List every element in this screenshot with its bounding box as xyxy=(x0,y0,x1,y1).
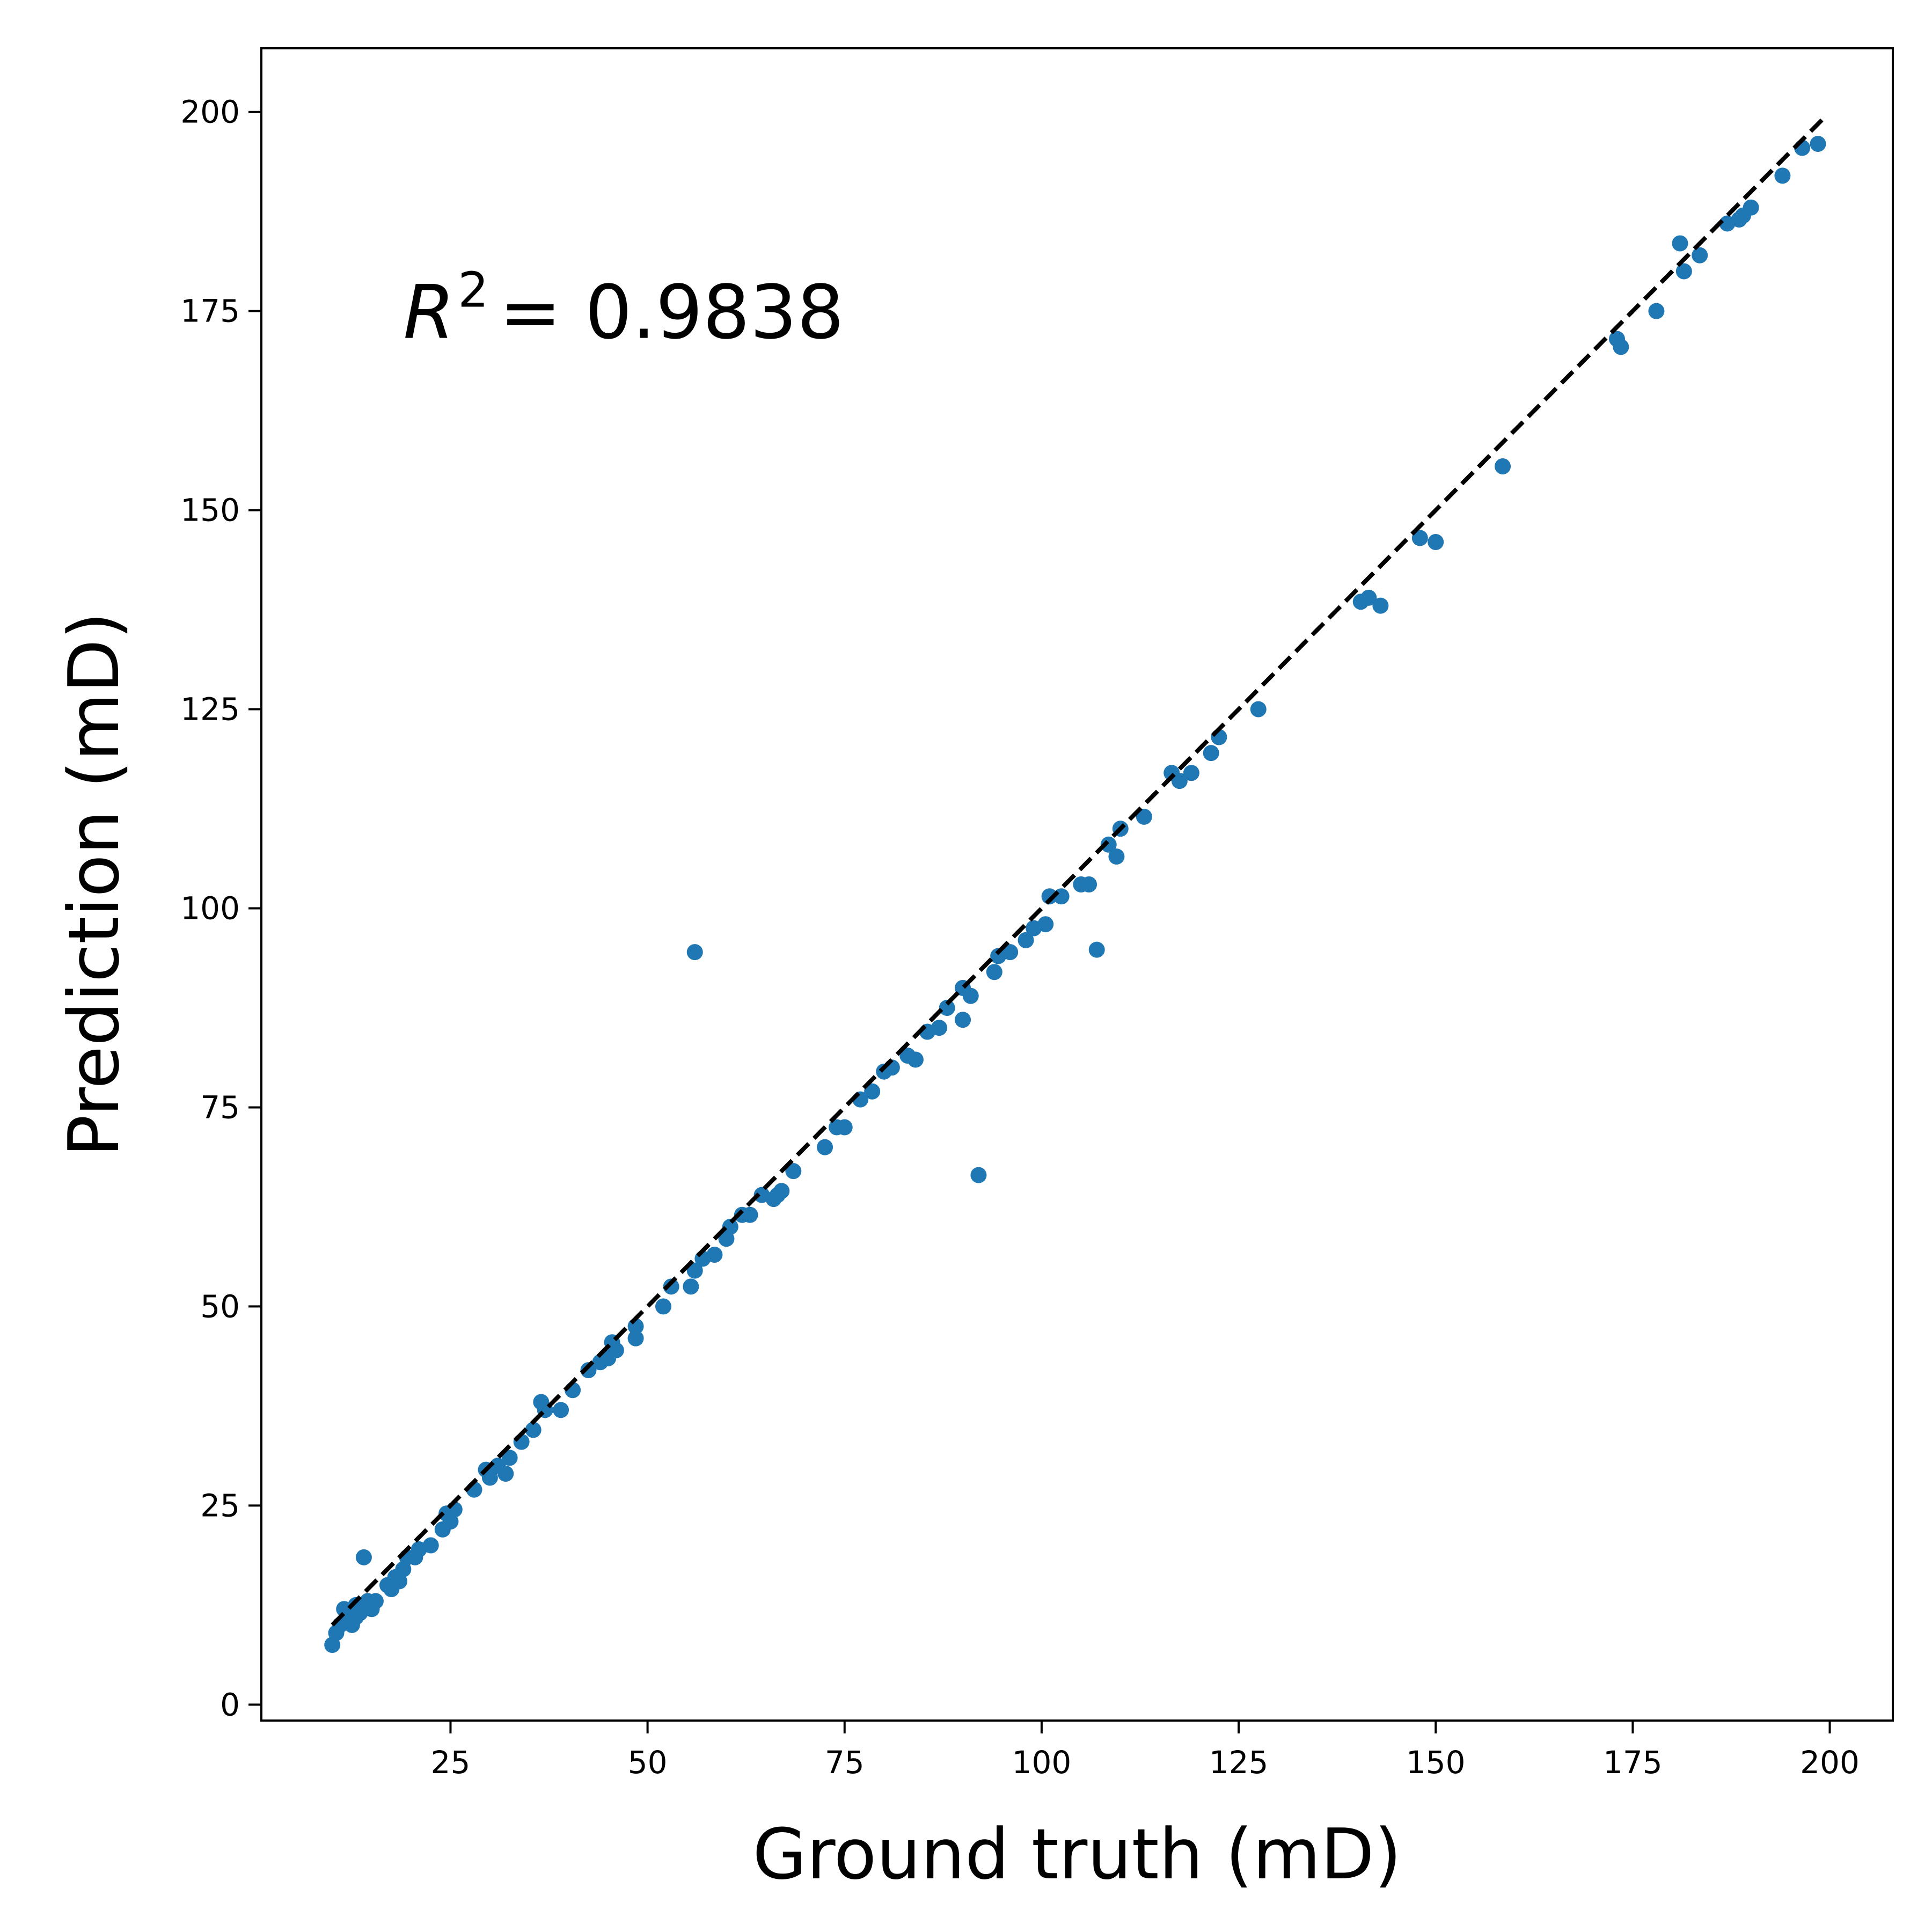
data-point xyxy=(553,1402,569,1418)
data-point xyxy=(355,1549,372,1565)
data-point xyxy=(655,1298,671,1315)
y-tick-label: 150 xyxy=(180,492,240,529)
data-point xyxy=(817,1139,833,1155)
r-squared-annotation: R2 = 0.9838 xyxy=(403,262,844,356)
y-tick-label: 25 xyxy=(200,1487,240,1524)
data-point xyxy=(501,1450,518,1466)
data-point xyxy=(864,1083,881,1100)
y-tick-label: 200 xyxy=(180,94,240,130)
data-point xyxy=(627,1330,644,1346)
data-point xyxy=(683,1278,699,1295)
r-squared-value: = 0.9838 xyxy=(500,269,844,356)
data-point xyxy=(1183,765,1199,781)
data-point xyxy=(1108,848,1125,865)
data-point xyxy=(1171,773,1188,789)
data-point xyxy=(525,1422,541,1438)
data-point xyxy=(686,944,703,961)
data-point xyxy=(1250,701,1267,718)
y-tick-label: 75 xyxy=(200,1089,240,1125)
axes-frame xyxy=(260,47,1894,1722)
data-point xyxy=(367,1593,384,1609)
data-point xyxy=(706,1246,723,1263)
x-tick-label: 75 xyxy=(825,1744,865,1781)
data-point xyxy=(1372,597,1389,614)
data-point xyxy=(1428,533,1444,550)
x-tick-label: 100 xyxy=(1012,1744,1072,1781)
data-point xyxy=(1648,303,1665,319)
data-point xyxy=(1041,888,1058,905)
data-point xyxy=(722,1219,738,1235)
data-point xyxy=(481,1469,498,1486)
x-axis-label: Ground truth (mD) xyxy=(752,1813,1401,1895)
y-axis-label: Prediction (mD) xyxy=(53,612,135,1157)
data-point xyxy=(1203,745,1219,762)
x-axis: 25 50 75 100 125 150 175 200 xyxy=(431,1721,1860,1781)
x-tick-label: 25 xyxy=(431,1744,471,1781)
x-tick-label: 50 xyxy=(628,1744,668,1781)
data-point xyxy=(663,1278,679,1295)
data-point xyxy=(1810,136,1826,152)
data-point xyxy=(1411,530,1428,546)
data-point xyxy=(1037,916,1054,933)
data-point xyxy=(955,1012,971,1028)
x-tick-label: 150 xyxy=(1406,1744,1466,1781)
data-point xyxy=(1081,876,1097,892)
data-point xyxy=(1613,339,1629,355)
y-tick-label: 0 xyxy=(220,1686,240,1723)
data-point xyxy=(1675,263,1692,280)
y-tick-label: 100 xyxy=(180,890,240,927)
data-point xyxy=(962,987,979,1004)
y-tick-label: 50 xyxy=(200,1288,240,1324)
data-point xyxy=(785,1163,802,1180)
data-point xyxy=(742,1206,758,1223)
x-tick-label: 125 xyxy=(1209,1744,1269,1781)
data-point xyxy=(1692,247,1708,264)
data-point xyxy=(686,1262,703,1279)
data-point xyxy=(1743,199,1759,216)
data-point xyxy=(1360,589,1377,606)
x-tick-label: 175 xyxy=(1603,1744,1663,1781)
data-point xyxy=(1088,941,1105,958)
y-tick-label: 175 xyxy=(180,293,240,330)
r-squared-superscript: 2 xyxy=(458,262,488,319)
data-point xyxy=(580,1362,597,1379)
data-point xyxy=(1018,932,1034,948)
data-point xyxy=(986,964,1002,980)
data-point xyxy=(1136,808,1152,825)
data-point xyxy=(1100,836,1117,853)
y-axis: 0 25 50 75 100 125 150 175 200 xyxy=(180,94,261,1723)
data-point xyxy=(939,999,955,1016)
data-point xyxy=(907,1051,924,1068)
data-point xyxy=(1672,235,1688,252)
y-tick-label: 125 xyxy=(180,691,240,728)
plot-area xyxy=(324,118,1826,1653)
data-point xyxy=(836,1119,853,1136)
r-squared-symbol: R xyxy=(403,269,455,356)
x-tick-label: 200 xyxy=(1800,1744,1860,1781)
data-point xyxy=(970,1167,987,1183)
data-point xyxy=(773,1183,790,1199)
data-point xyxy=(608,1342,624,1359)
data-point xyxy=(422,1537,439,1554)
data-point xyxy=(1495,458,1511,474)
data-point xyxy=(1774,167,1791,184)
data-point xyxy=(497,1466,514,1482)
data-point xyxy=(1002,944,1019,961)
data-point xyxy=(931,1020,947,1036)
